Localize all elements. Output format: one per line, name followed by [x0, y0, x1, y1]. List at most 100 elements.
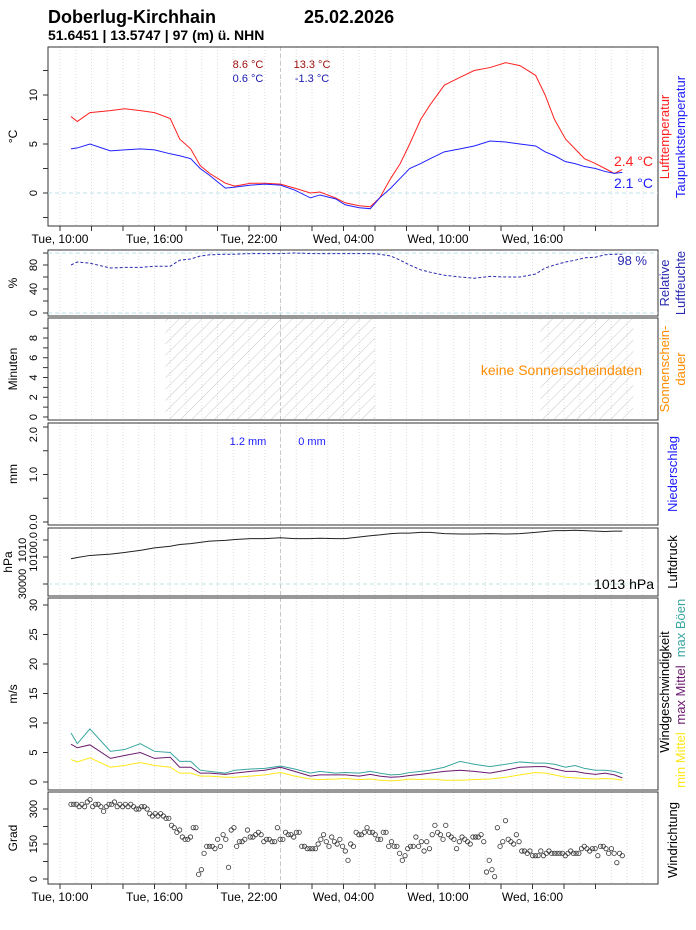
direction-point [82, 804, 88, 810]
direction-point [549, 850, 555, 856]
y-tick-label: 15 [28, 687, 40, 699]
panel-precipitation [43, 422, 659, 526]
direction-point [519, 848, 525, 854]
direction-point [117, 801, 123, 807]
direction-point [152, 811, 158, 817]
direction-point [413, 834, 419, 840]
direction-point [383, 829, 389, 835]
y-tick-label: 40 [28, 283, 40, 295]
x-tick-label: Wed, 16:00 [502, 890, 563, 904]
direction-point [473, 834, 479, 840]
direction-point [386, 843, 392, 849]
direction-point [581, 843, 587, 849]
direction-point [614, 860, 620, 866]
direction-point [619, 853, 625, 859]
direction-point [559, 850, 566, 856]
direction-point [394, 843, 400, 849]
direction-point [155, 813, 161, 819]
direction-point [532, 853, 538, 859]
direction-point [193, 825, 199, 831]
direction-point [505, 836, 511, 842]
direction-point [280, 836, 286, 842]
direction-point [576, 850, 582, 856]
y-axis-label: °C [6, 129, 20, 143]
direction-legend: Windrichtung [665, 802, 680, 878]
direction-point [185, 836, 191, 842]
direction-point [293, 829, 300, 835]
direction-point [320, 832, 327, 838]
y-tick-label: 20 [28, 658, 40, 670]
direction-point [171, 825, 177, 831]
wind-series-legend: max Böen [673, 599, 688, 658]
direction-point [111, 799, 118, 805]
direction-point [443, 822, 449, 828]
direction-point [456, 839, 462, 845]
direction-point [464, 839, 471, 845]
direction-point [139, 804, 145, 810]
direction-point [299, 843, 305, 849]
air-temperature-line [70, 62, 623, 208]
humidity-last-value: 98 % [617, 253, 647, 268]
direction-point [502, 818, 509, 824]
direction-point [478, 832, 484, 838]
y-tick-label: 0 [28, 310, 40, 316]
humidity-line [70, 252, 623, 279]
direction-point [616, 850, 623, 856]
direction-point [402, 853, 408, 859]
air-temperature-last-value: 2.4 °C [614, 153, 653, 169]
direction-point [204, 843, 210, 849]
dewpoint-last-value: 2.1 °C [614, 175, 653, 191]
direction-point [122, 801, 128, 807]
direction-point [215, 836, 221, 842]
direction-point [326, 843, 332, 849]
dew-min-prev: 0.6 °C [233, 73, 264, 85]
y-tick-label: 10100.0 [28, 532, 40, 572]
direction-point [220, 832, 226, 838]
direction-point [310, 846, 316, 852]
y-tick-label: 6 [28, 355, 40, 361]
x-tick-label: Tue, 22:00 [221, 232, 278, 246]
direction-point [437, 832, 443, 838]
direction-point [179, 834, 185, 840]
x-tick-label: Wed, 16:00 [502, 232, 563, 246]
direction-point [334, 841, 340, 847]
direction-point [608, 846, 615, 852]
direction-point [125, 804, 131, 810]
direction-point [524, 850, 530, 856]
night-span [165, 319, 375, 419]
direction-point [114, 804, 120, 810]
direction-point [196, 871, 202, 877]
panel-direction [43, 791, 659, 885]
direction-point [483, 869, 490, 875]
direction-point [597, 843, 604, 849]
direction-point [106, 801, 112, 807]
direction-point [467, 841, 473, 847]
direction-point [603, 846, 609, 852]
x-tick-label: Tue, 16:00 [126, 232, 183, 246]
direction-point [282, 829, 289, 835]
direction-point [288, 832, 294, 838]
direction-point [527, 848, 533, 854]
direction-point [459, 834, 465, 840]
chart-date: 25.02.2026 [304, 7, 395, 27]
wind-legend: Windgeschwindigkeit [657, 631, 672, 753]
direction-point [372, 832, 378, 838]
direction-point [255, 829, 261, 835]
direction-point [198, 867, 204, 873]
x-tick-label: Tue, 22:00 [221, 890, 278, 904]
direction-point [358, 832, 365, 838]
direction-point [397, 850, 403, 856]
x-tick-label: Tue, 16:00 [126, 890, 183, 904]
direction-point [513, 832, 519, 838]
station-name: Doberlug-Kirchhain [48, 7, 217, 27]
direction-point [209, 843, 215, 849]
air-max-prev: 8.6 °C [233, 59, 264, 71]
direction-point [101, 808, 107, 814]
direction-point [103, 804, 109, 810]
direction-point [250, 834, 256, 840]
direction-point [329, 834, 335, 840]
direction-point [247, 834, 253, 840]
direction-point [269, 839, 275, 845]
panel-wind [43, 597, 659, 791]
